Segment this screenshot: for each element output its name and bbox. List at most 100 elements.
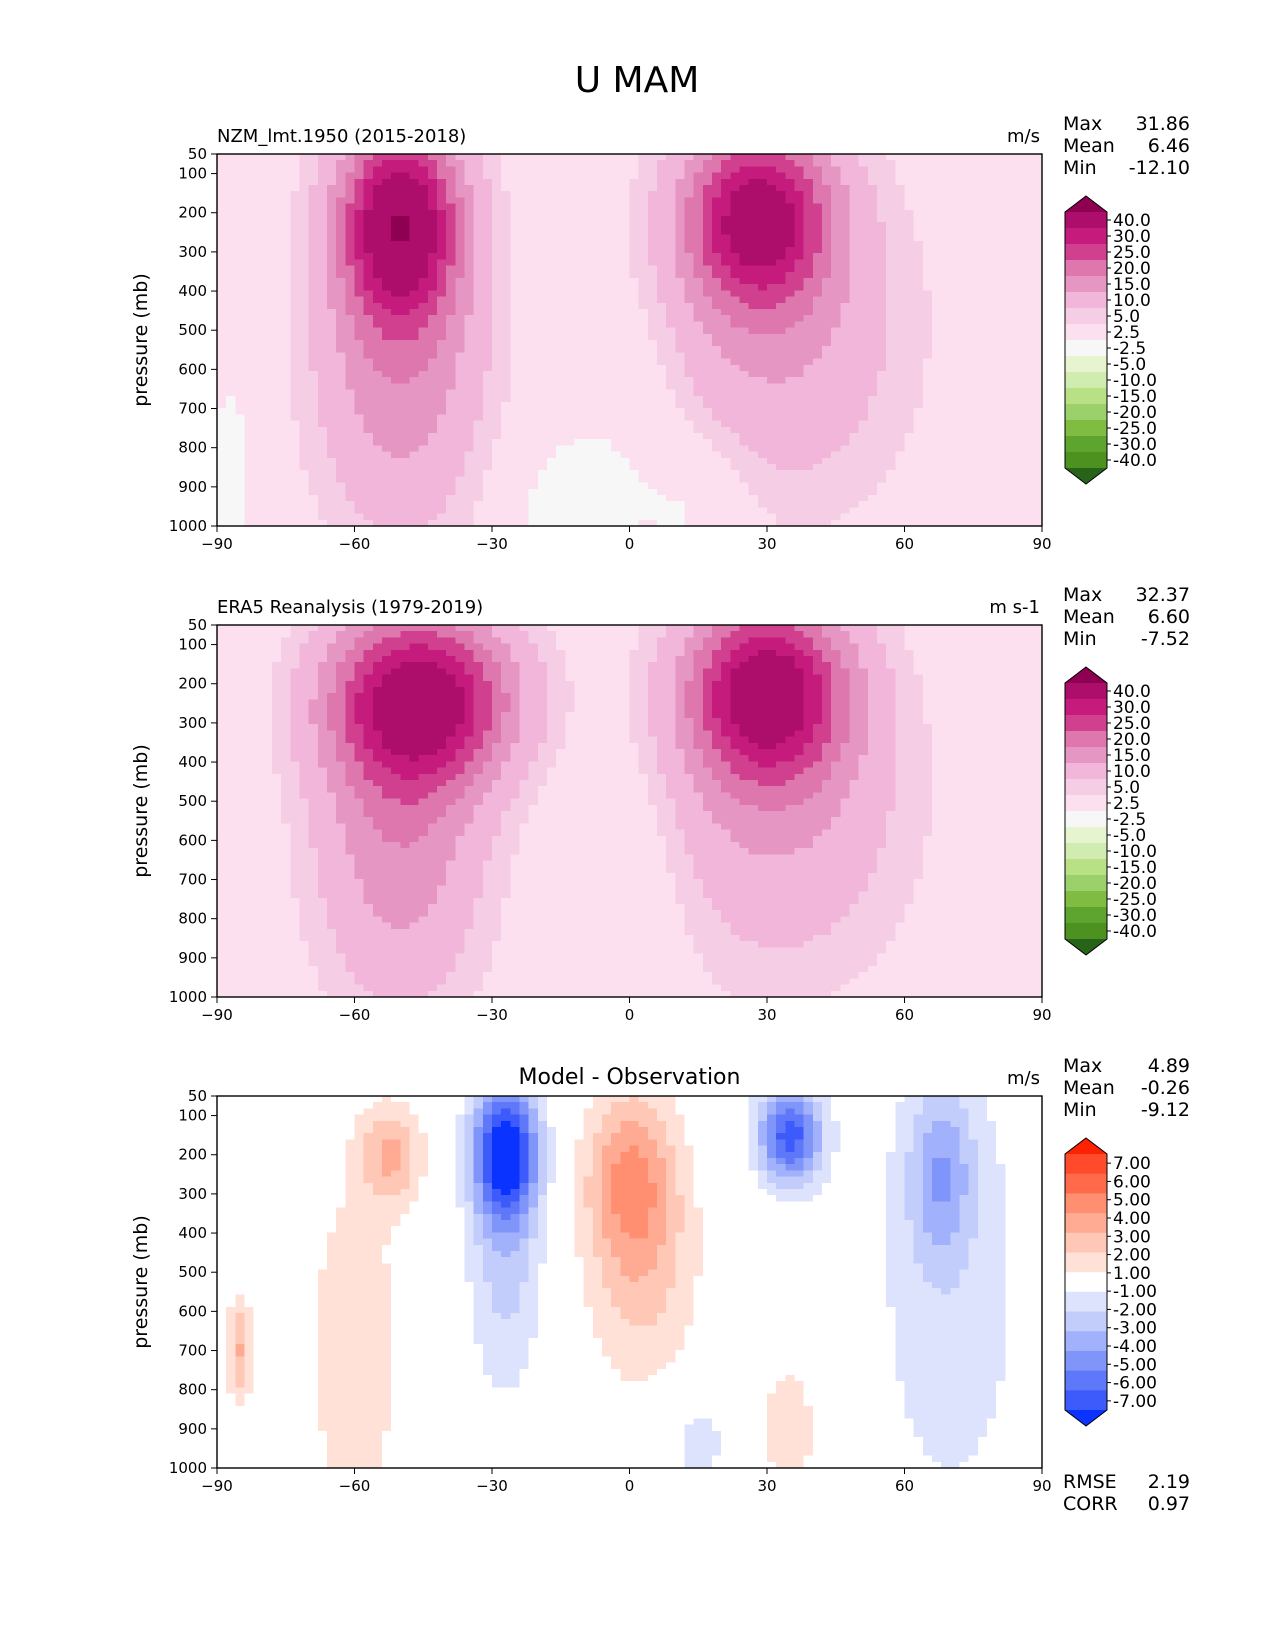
field-cell	[317, 408, 328, 415]
field-cell	[987, 296, 997, 304]
field-cell	[317, 216, 328, 223]
field-cell	[354, 166, 365, 174]
field-cell	[629, 315, 640, 322]
field-cell	[592, 451, 603, 459]
field-cell	[702, 433, 713, 440]
field-cell	[510, 457, 521, 465]
field-cell	[858, 240, 869, 248]
field-cell	[253, 439, 264, 446]
field-cell	[1032, 414, 1043, 422]
field-cell	[812, 172, 823, 180]
field-cell	[785, 166, 796, 174]
field-cell	[290, 364, 301, 372]
field-cell	[262, 377, 273, 384]
field-cell	[895, 383, 906, 391]
field-cell	[702, 389, 713, 397]
field-cell	[1014, 426, 1025, 434]
field-cell	[822, 172, 832, 180]
field-cell	[482, 247, 493, 254]
field-cell	[867, 383, 878, 391]
field-cell	[556, 278, 566, 285]
field-cell	[565, 414, 576, 422]
field-cell	[812, 209, 823, 217]
field-cell	[941, 426, 951, 434]
field-model	[217, 154, 1043, 527]
field-cell	[812, 203, 823, 211]
field-cell	[611, 445, 621, 453]
field-cell	[895, 414, 906, 422]
field-cell	[904, 340, 915, 347]
field-cell	[904, 160, 915, 167]
field-cell	[675, 383, 686, 391]
field-cell	[812, 346, 823, 353]
field-cell	[950, 191, 961, 198]
field-cell	[427, 470, 438, 477]
field-cell	[473, 253, 484, 260]
field-cell	[574, 414, 585, 422]
field-cell	[877, 433, 887, 440]
field-cell	[904, 265, 915, 273]
field-cell	[849, 352, 860, 360]
field-cell	[1014, 228, 1025, 236]
field-cell	[217, 346, 227, 353]
field-cell	[748, 278, 759, 285]
field-cell	[822, 333, 832, 341]
field-cell	[281, 247, 291, 254]
field-cell	[501, 445, 511, 453]
field-cell	[867, 439, 878, 446]
field-cell	[941, 340, 951, 347]
field-cell	[455, 451, 466, 459]
field-cell	[629, 358, 640, 366]
field-cell	[519, 247, 530, 254]
field-cell	[446, 321, 456, 329]
field-cell	[913, 203, 924, 211]
field-cell	[592, 185, 603, 192]
field-cell	[1032, 321, 1043, 329]
field-cell	[831, 166, 841, 174]
field-cell	[785, 321, 796, 329]
field-cell	[968, 296, 979, 304]
field-cell	[629, 383, 640, 391]
field-cell	[345, 271, 356, 279]
field-cell	[638, 352, 649, 360]
field-cell	[345, 426, 356, 434]
field-cell	[987, 259, 997, 267]
field-cell	[996, 439, 1006, 446]
field-cell	[959, 389, 970, 397]
field-cell	[574, 271, 585, 279]
field-cell	[592, 439, 603, 446]
field-cell	[922, 191, 933, 198]
field-cell	[482, 352, 493, 360]
field-cell	[757, 265, 768, 273]
field-cell	[886, 247, 896, 254]
field-cell	[739, 445, 750, 453]
field-cell	[1005, 259, 1016, 267]
field-cell	[391, 166, 401, 174]
field-cell	[583, 402, 594, 409]
field-cell	[785, 445, 796, 453]
field-cell	[785, 302, 796, 310]
field-cell	[400, 402, 411, 409]
field-cell	[583, 358, 594, 366]
field-cell	[611, 383, 621, 391]
field-cell	[712, 234, 722, 242]
field-cell	[1023, 284, 1034, 291]
field-cell	[895, 395, 906, 403]
field-cell	[565, 247, 576, 254]
field-cell	[583, 340, 594, 347]
field-cell	[262, 185, 273, 192]
field-cell	[602, 315, 612, 322]
field-cell	[922, 340, 933, 347]
field-cell	[657, 178, 667, 186]
field-cell	[510, 420, 521, 428]
field-cell	[638, 234, 649, 242]
field-cell	[941, 302, 951, 310]
field-cell	[996, 309, 1006, 316]
field-cell	[748, 284, 759, 291]
field-cell	[547, 402, 557, 409]
field-cell	[913, 160, 924, 167]
field-cell	[528, 166, 539, 174]
field-cell	[556, 321, 566, 329]
field-cell	[666, 160, 676, 167]
field-cell	[409, 358, 420, 366]
